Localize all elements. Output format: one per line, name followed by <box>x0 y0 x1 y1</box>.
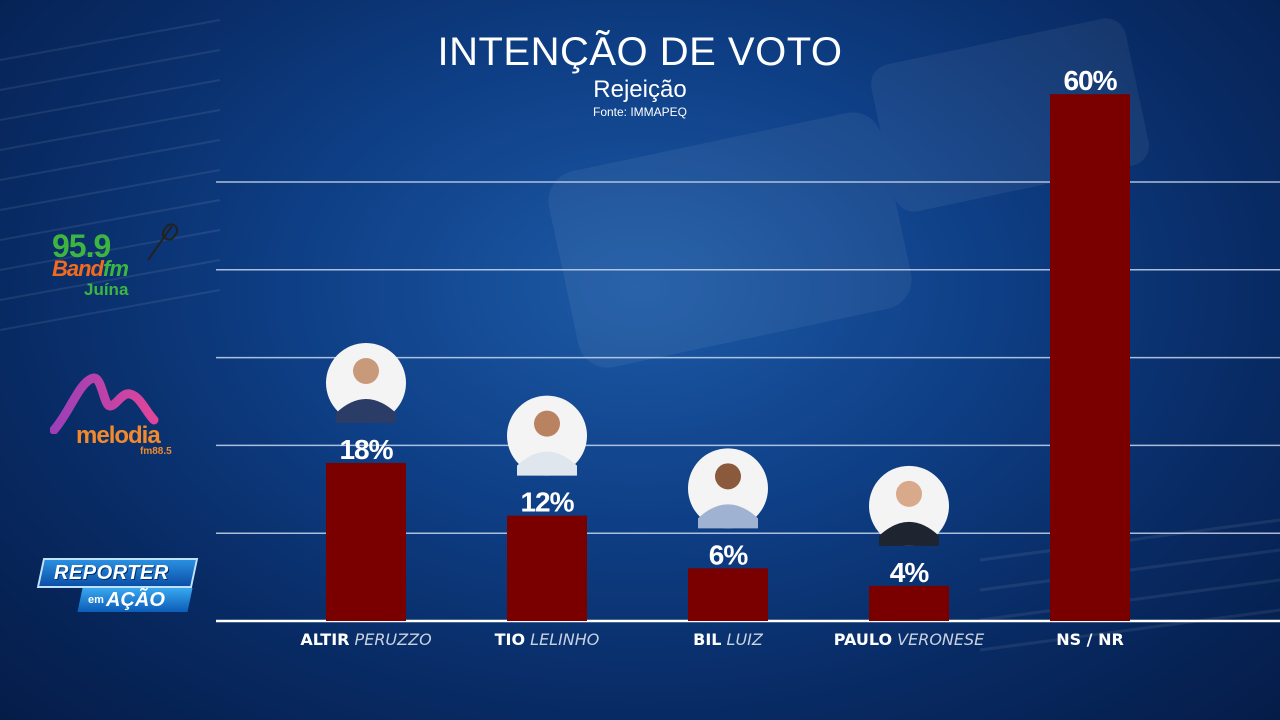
category-label: TIO LELINHO <box>495 630 600 649</box>
category-label: BIL LUIZ <box>693 630 764 649</box>
person-icon-body <box>879 521 939 546</box>
category-first-name: PAULO <box>834 630 892 649</box>
bar <box>869 585 949 621</box>
chart-subtitle: Rejeição <box>593 76 687 103</box>
category-first-name: BIL <box>693 630 721 649</box>
reporter-em-acao-logo: REPORTER em AÇÃO <box>36 558 200 618</box>
category-label: NS / NR <box>1056 630 1124 649</box>
melodia-wave-icon <box>50 373 159 434</box>
melodia-name: melodia <box>76 422 161 449</box>
category-label: ALTIR PERUZZO <box>300 630 431 649</box>
category-label: PAULO VERONESE <box>834 630 985 649</box>
bar <box>507 515 587 621</box>
person-icon-head <box>353 357 379 384</box>
person-icon-body <box>517 451 577 476</box>
candidate-photo <box>507 395 587 476</box>
bar <box>326 462 406 621</box>
reporter-em: em <box>88 594 104 606</box>
person-icon-body <box>698 504 758 529</box>
band-fm-frequency: 95.9 <box>52 228 111 264</box>
category-first-name: TIO <box>495 630 525 649</box>
reporter-title: REPORTER <box>54 562 169 584</box>
category-last-name: LUIZ <box>721 630 763 649</box>
category-first-name: NS / NR <box>1056 630 1124 649</box>
category-last-name: LELINHO <box>525 630 599 649</box>
bar <box>1050 94 1130 621</box>
person-icon-head <box>715 463 741 490</box>
band-fm-logo: 95.9 Bandfm Juína <box>50 222 185 302</box>
candidate-photo <box>869 465 949 546</box>
bar-value-label: 6% <box>709 539 749 570</box>
bar-value-label: 12% <box>520 487 574 518</box>
melodia-fm-logo: melodia fm88.5 <box>50 372 190 462</box>
band-fm-name: Bandfm <box>52 256 129 281</box>
band-fm-city: Juína <box>84 280 129 299</box>
bar-value-label: 4% <box>890 557 930 588</box>
person-icon-head <box>896 480 922 507</box>
melodia-frequency: fm88.5 <box>140 446 172 457</box>
category-first-name: ALTIR <box>300 630 349 649</box>
person-icon-body <box>336 398 396 423</box>
category-last-name: VERONESE <box>892 630 985 649</box>
chart-title: INTENÇÃO DE VOTO <box>437 30 843 74</box>
chart-source: Fonte: IMMAPEQ <box>592 105 688 119</box>
bar-value-label: 60% <box>1063 65 1117 96</box>
category-last-name: PERUZZO <box>349 630 431 649</box>
microphone-icon <box>147 223 179 261</box>
chart-header: INTENÇÃO DE VOTO Rejeição Fonte: IMMAPEQ <box>0 28 1280 119</box>
reporter-acao: AÇÃO <box>106 589 165 611</box>
candidate-photo <box>688 448 768 529</box>
candidate-photo <box>326 342 406 423</box>
person-icon-head <box>534 410 560 437</box>
bar-value-label: 18% <box>339 434 393 465</box>
bar <box>688 568 768 621</box>
